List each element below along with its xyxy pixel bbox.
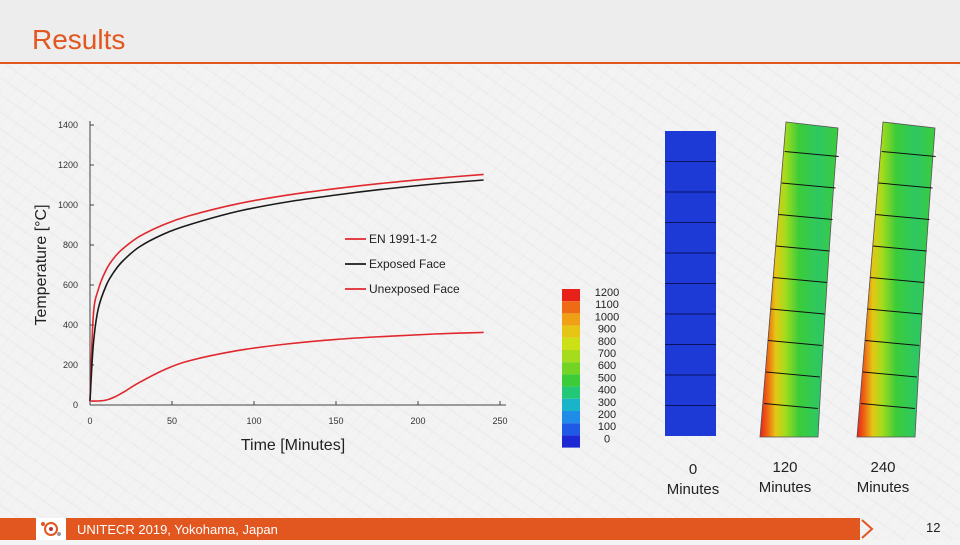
y-tick-label: 0 (73, 400, 78, 410)
page-number: 12 (926, 520, 941, 535)
page-title: Results (32, 24, 126, 55)
colorbar-label: 1100 (595, 299, 619, 311)
colorbar-swatch (562, 374, 580, 387)
colorbar-swatch (562, 313, 580, 326)
conference-logo-icon (36, 518, 66, 540)
colorbar-swatch (562, 423, 580, 436)
colorbar-swatch (562, 350, 580, 363)
legend-label: Exposed Face (369, 257, 446, 271)
colorbar-swatch (562, 411, 580, 424)
snapshot-caption-240: 240 Minutes (845, 458, 921, 498)
element-divider (768, 340, 823, 346)
x-tick-label: 50 (167, 416, 177, 426)
element-divider (775, 245, 830, 252)
title-bar (0, 0, 960, 62)
snapshot-0-value: 0 (688, 461, 698, 478)
snapshot-0-unit: Minutes (666, 481, 720, 498)
element-divider (778, 214, 833, 220)
y-tick-label: 1000 (58, 200, 78, 210)
colorbar-label: 1000 (595, 311, 619, 323)
colorbar-swatch (562, 325, 580, 338)
x-axis-label: Time [Minutes] (241, 437, 345, 454)
colorbar-label: 300 (598, 397, 616, 409)
element-divider (875, 214, 930, 220)
colorbar-label: 200 (598, 409, 616, 421)
element-divider (862, 371, 917, 378)
snapshot-240-value: 240 (870, 459, 896, 476)
x-tick-label: 200 (410, 416, 425, 426)
y-tick-label: 200 (63, 360, 78, 370)
element-divider (770, 308, 825, 315)
colorbar-swatch (562, 362, 580, 375)
colorbar-swatch (562, 386, 580, 399)
colorbar-label: 900 (598, 324, 616, 336)
y-tick-label: 600 (63, 280, 78, 290)
series-line-exposed-face (89, 179, 484, 402)
colorbar-label: 800 (598, 336, 616, 348)
snapshot-120-value: 120 (772, 459, 798, 476)
element-divider (765, 371, 820, 378)
x-tick-label: 0 (87, 416, 92, 426)
element-divider (781, 182, 836, 189)
colorbar-label: 500 (598, 372, 616, 384)
colorbar-swatch (562, 435, 580, 448)
footer-conference: UNITECR 2019, Yokohama, Japan (77, 522, 278, 537)
element-divider (867, 308, 922, 315)
deformed-column-snapshots (665, 121, 936, 438)
colorbar-swatch (562, 337, 580, 350)
element-divider (870, 277, 925, 283)
series-line-unexposed-face (89, 331, 484, 402)
element-divider (773, 277, 828, 283)
y-tick-label: 800 (63, 240, 78, 250)
snapshot-120-unit: Minutes (758, 479, 812, 496)
snapshot-caption-120: 120 Minutes (747, 458, 823, 498)
legend-label: Unexposed Face (369, 282, 460, 296)
element-divider (763, 403, 818, 409)
y-axis-label: Temperature [°C] (33, 204, 50, 325)
colorbar-swatch (562, 398, 580, 411)
colorbar-label: 700 (598, 348, 616, 360)
element-divider (881, 151, 936, 157)
colorbar-label: 0 (604, 433, 610, 445)
y-tick-label: 1400 (58, 120, 78, 130)
x-tick-label: 150 (328, 416, 343, 426)
temperature-chart: 0 200 400 600 800 1000 1200 1400 0 50 100 150 200 250… (33, 120, 508, 454)
y-tick-label: 400 (63, 320, 78, 330)
element-divider (872, 245, 927, 252)
snapshot-caption-0: 0 Minutes (655, 460, 731, 500)
snapshot-240-unit: Minutes (856, 479, 910, 496)
colorbar-label: 600 (598, 360, 616, 372)
element-divider (784, 151, 839, 157)
colorbar-label: 100 (598, 421, 616, 433)
element-divider (865, 340, 920, 346)
colorbar-swatch (562, 289, 580, 302)
colorbar-label: 1200 (595, 287, 619, 299)
x-tick-label: 250 (492, 416, 507, 426)
element-divider (860, 403, 915, 409)
title-underline (0, 62, 960, 64)
x-tick-label: 100 (246, 416, 261, 426)
colorbar-swatch (562, 301, 580, 314)
next-arrow-icon[interactable] (852, 517, 882, 541)
y-tick-label: 1200 (58, 160, 78, 170)
footer-bar (0, 518, 860, 540)
legend-label: EN 1991-1-2 (369, 232, 437, 246)
colorbar-label: 400 (598, 385, 616, 397)
element-divider (878, 182, 933, 189)
series-line-en-1991-1-2 (89, 173, 484, 402)
